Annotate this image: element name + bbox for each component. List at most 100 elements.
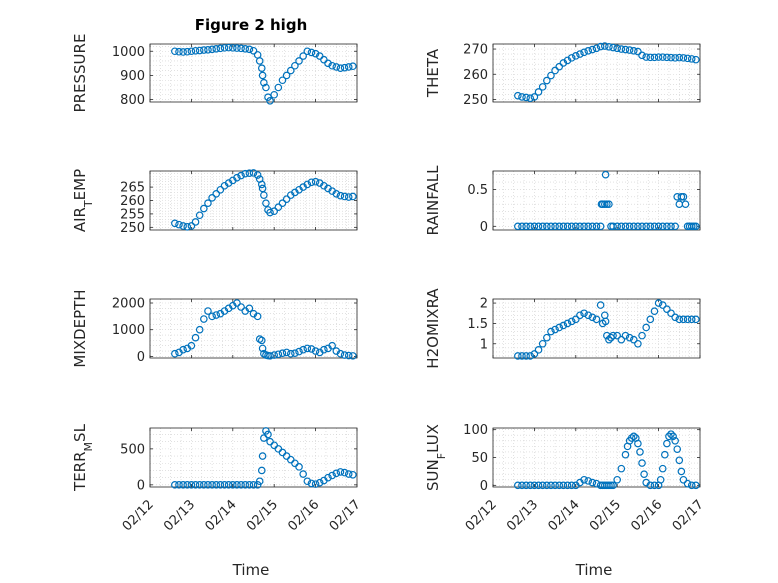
data-point <box>344 63 353 71</box>
data-point <box>514 91 522 100</box>
data-point <box>245 481 254 489</box>
data-point <box>233 173 241 182</box>
data-point <box>692 481 700 490</box>
data-point <box>613 44 622 53</box>
data-point <box>237 303 245 311</box>
data-point <box>526 481 535 490</box>
y-axis-label: RAINFALL <box>424 165 442 236</box>
data-point <box>324 59 332 68</box>
data-point <box>295 463 303 471</box>
data-point <box>262 83 270 92</box>
data-point <box>278 349 287 357</box>
data-point <box>567 54 576 62</box>
data-point <box>603 200 611 208</box>
y-axis-label: SUNFLUX <box>424 424 448 491</box>
data-point <box>249 481 258 489</box>
y-tick-label: 0 <box>137 478 145 493</box>
data-point <box>518 352 526 360</box>
data-point <box>625 46 634 54</box>
data-point <box>640 470 648 478</box>
data-point <box>675 315 684 324</box>
data-point <box>534 88 543 96</box>
data-point <box>580 48 588 57</box>
data-point <box>559 321 568 330</box>
axes-background <box>493 171 700 230</box>
data-point <box>555 323 564 332</box>
data-point <box>332 189 341 198</box>
data-point <box>229 44 237 52</box>
data-point <box>241 169 250 178</box>
data-point <box>538 222 547 231</box>
data-point <box>187 341 196 350</box>
data-point <box>667 222 675 231</box>
data-point <box>689 222 698 231</box>
data-point <box>328 341 336 350</box>
data-point <box>692 315 700 324</box>
data-point <box>534 481 543 490</box>
data-point <box>551 481 559 490</box>
data-point <box>255 477 264 486</box>
data-point <box>551 325 559 334</box>
data-point <box>324 473 332 482</box>
data-point <box>584 47 593 55</box>
data-point <box>200 315 208 323</box>
data-point <box>634 222 642 231</box>
y-tick-label: 255 <box>120 207 145 222</box>
data-point <box>650 481 659 490</box>
data-point <box>208 194 216 202</box>
data-point <box>514 222 522 231</box>
y-axis-label: H2OMIXRA <box>424 288 442 369</box>
data-point <box>257 466 266 475</box>
data-point <box>617 335 626 344</box>
data-point <box>530 222 539 231</box>
data-point <box>675 456 684 465</box>
axes-background <box>150 44 357 102</box>
data-point <box>687 222 696 231</box>
axes-background <box>150 171 357 230</box>
data-point <box>609 43 617 52</box>
data-point <box>183 47 192 56</box>
data-point <box>671 54 679 62</box>
axes-background <box>493 44 700 102</box>
data-point <box>179 48 187 56</box>
data-point <box>687 481 696 490</box>
data-point <box>224 481 233 489</box>
data-point <box>200 46 208 54</box>
data-point <box>175 481 183 489</box>
data-point <box>584 222 593 231</box>
data-point <box>658 53 667 61</box>
data-point <box>303 344 312 353</box>
y-tick-label: 800 <box>120 93 145 108</box>
grid <box>149 428 358 487</box>
data-point <box>216 44 225 53</box>
y-tick-label: 900 <box>120 69 145 84</box>
data-point <box>609 481 617 490</box>
figure-title: Figure 2 high <box>195 16 308 34</box>
data-point <box>229 481 237 489</box>
data-point <box>526 94 535 103</box>
data-point <box>605 335 613 344</box>
data-point <box>522 352 530 360</box>
data-point <box>255 57 264 65</box>
axes-box <box>149 298 358 359</box>
data-point <box>282 195 291 203</box>
data-point <box>303 180 312 189</box>
data-point <box>538 481 547 490</box>
data-point <box>596 222 605 231</box>
data-point <box>547 222 555 231</box>
data-point <box>617 222 626 231</box>
data-point <box>638 222 646 231</box>
data-point <box>567 222 576 231</box>
data-point <box>349 470 357 479</box>
data-point <box>567 481 576 490</box>
data-point <box>237 171 245 180</box>
data-point <box>303 47 312 56</box>
subplot-pressure: 800 900 1000 PRESSURE <box>71 34 358 112</box>
y-tick-label: 250 <box>463 93 488 108</box>
data-point <box>543 76 551 85</box>
series-markers <box>171 299 357 360</box>
y-tick-label: 2 <box>480 297 488 312</box>
data-point <box>683 479 692 488</box>
data-point <box>522 222 530 231</box>
data-point <box>671 313 679 322</box>
